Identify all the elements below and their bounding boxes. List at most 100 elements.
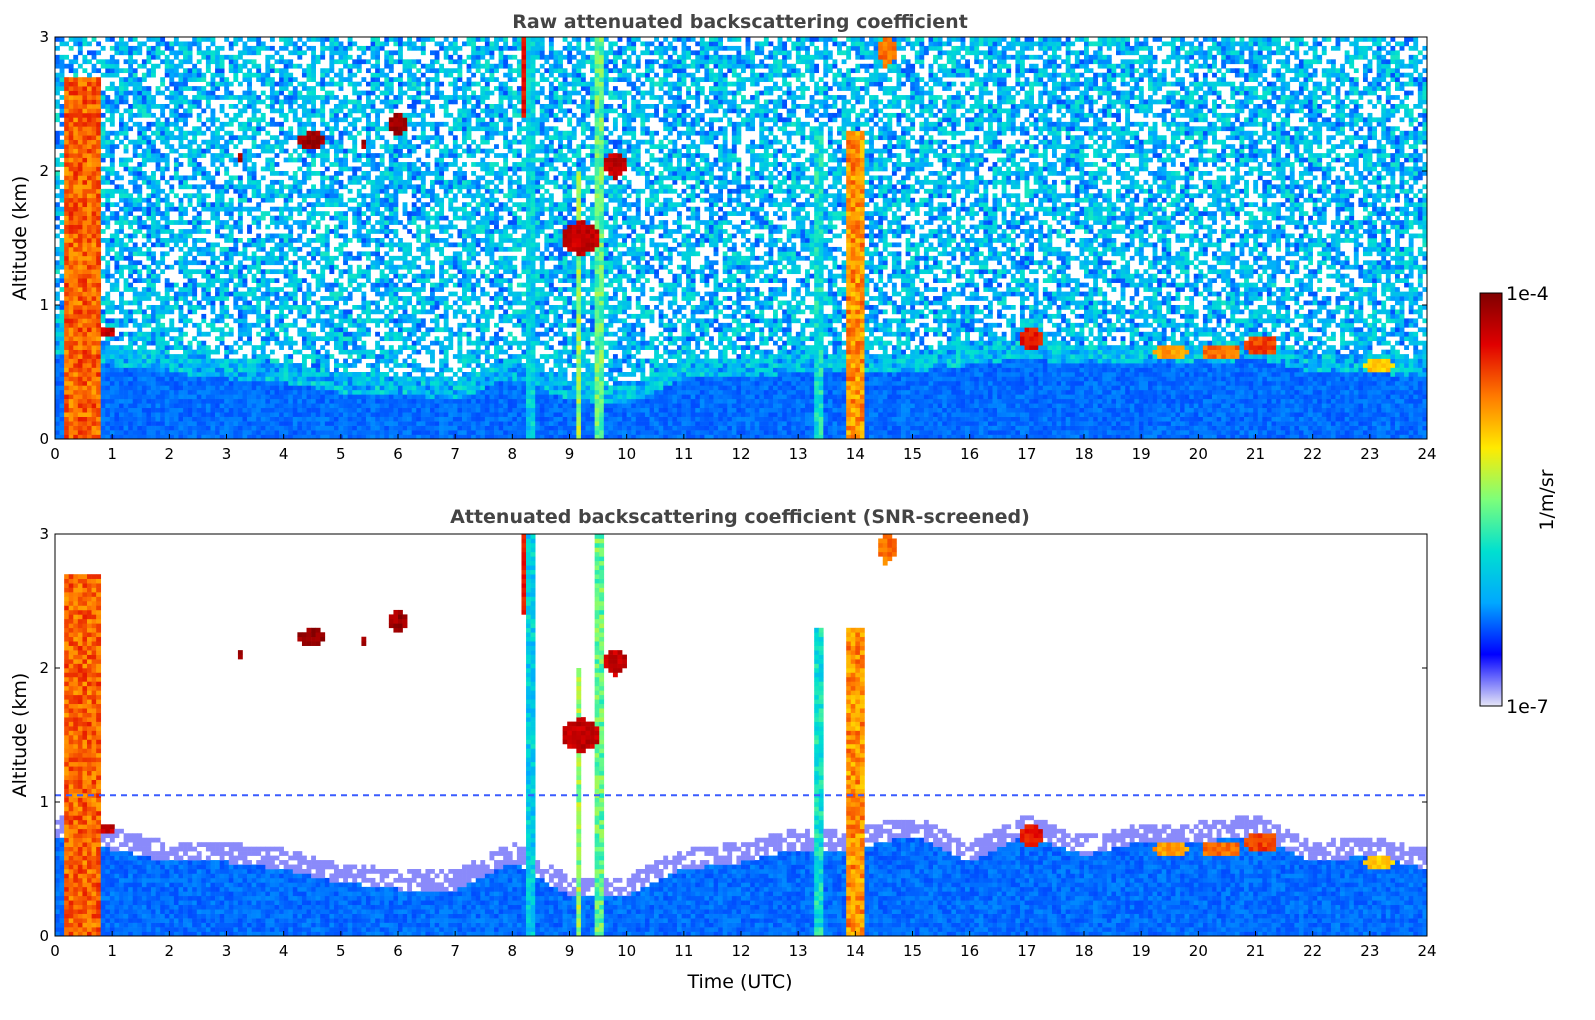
heatmap-cell: [311, 113, 316, 118]
heatmap-cell: [371, 46, 376, 51]
heatmap-cell: [293, 50, 298, 55]
heatmap-cell: [169, 41, 174, 46]
heatmap-cell: [320, 73, 325, 78]
heatmap-cell: [156, 336, 161, 341]
heatmap-cell: [311, 301, 316, 306]
heatmap-cell: [279, 216, 284, 221]
heatmap-cell: [192, 305, 197, 310]
heatmap-cell: [389, 162, 394, 167]
heatmap-cell: [256, 363, 261, 368]
heatmap-cell: [279, 417, 284, 422]
heatmap-cell: [343, 113, 348, 118]
heatmap-cell: [64, 189, 69, 194]
heatmap-cell: [220, 314, 225, 319]
heatmap-cell: [270, 135, 275, 140]
heatmap-cell: [87, 167, 92, 172]
heatmap-cell: [215, 426, 220, 431]
heatmap-cell: [261, 193, 266, 198]
heatmap-cell: [224, 269, 229, 274]
heatmap-cell: [384, 198, 389, 203]
heatmap-cell: [371, 390, 376, 395]
heatmap-cell: [252, 430, 257, 435]
heatmap-cell: [128, 180, 133, 185]
heatmap-cell: [124, 41, 129, 46]
heatmap-cell: [348, 309, 353, 314]
heatmap-cell: [325, 260, 330, 265]
heatmap-cell: [192, 426, 197, 431]
heatmap-cell: [329, 91, 334, 96]
heatmap-cell: [64, 390, 69, 395]
heatmap-cell: [110, 403, 115, 408]
heatmap-cell: [197, 260, 202, 265]
heatmap-cell: [398, 403, 403, 408]
heatmap-cell: [366, 104, 371, 109]
heatmap-cell: [64, 162, 69, 167]
heatmap-cell: [256, 256, 261, 261]
heatmap-cell: [105, 260, 110, 265]
heatmap-cell: [307, 368, 312, 373]
heatmap-cell: [178, 198, 183, 203]
heatmap-cell: [256, 385, 261, 390]
heatmap-cell: [371, 86, 376, 91]
heatmap-cell: [137, 269, 142, 274]
heatmap-cell: [142, 408, 147, 413]
heatmap-cell: [233, 238, 238, 243]
heatmap-cell: [275, 385, 280, 390]
heatmap-cell: [73, 184, 78, 189]
heatmap-cell: [142, 140, 147, 145]
heatmap-cell: [73, 426, 78, 431]
heatmap-cell: [339, 426, 344, 431]
heatmap-cell: [169, 68, 174, 73]
heatmap-cell: [188, 251, 193, 256]
heatmap-cell: [64, 426, 69, 431]
heatmap-cell: [224, 385, 229, 390]
heatmap-cell: [69, 167, 74, 172]
heatmap-cell: [224, 167, 229, 172]
heatmap-cell: [78, 104, 83, 109]
heatmap-cell: [389, 242, 394, 247]
heatmap-cell: [92, 220, 97, 225]
heatmap-cell: [252, 381, 257, 386]
heatmap-cell: [151, 68, 156, 73]
heatmap-cell: [348, 68, 353, 73]
heatmap-cell: [252, 363, 257, 368]
heatmap-cell: [188, 345, 193, 350]
heatmap-cell: [73, 171, 78, 176]
heatmap-cell: [384, 260, 389, 265]
heatmap-cell: [82, 274, 87, 279]
heatmap-cell: [60, 323, 65, 328]
heatmap-cell: [366, 153, 371, 158]
heatmap-cell: [60, 336, 65, 341]
heatmap-cell: [215, 318, 220, 323]
heatmap-cell: [160, 41, 165, 46]
heatmap-cell: [261, 77, 266, 82]
heatmap-cell: [119, 158, 124, 163]
heatmap-cell: [169, 390, 174, 395]
heatmap-cell: [137, 193, 142, 198]
heatmap-cell: [137, 323, 142, 328]
heatmap-cell: [142, 225, 147, 230]
heatmap-cell: [105, 417, 110, 422]
heatmap-cell: [279, 238, 284, 243]
heatmap-cell: [316, 385, 321, 390]
heatmap-cell: [169, 305, 174, 310]
heatmap-cell: [55, 82, 60, 87]
heatmap-cell: [119, 309, 124, 314]
heatmap-cell: [302, 363, 307, 368]
heatmap-cell: [110, 216, 115, 221]
heatmap-cell: [297, 117, 302, 122]
heatmap-cell: [82, 426, 87, 431]
heatmap-cell: [389, 153, 394, 158]
heatmap-cell: [160, 256, 165, 261]
heatmap-cell: [384, 140, 389, 145]
heatmap-cell: [366, 408, 371, 413]
heatmap-cell: [69, 399, 74, 404]
heatmap-cell: [192, 175, 197, 180]
heatmap-cell: [60, 309, 65, 314]
heatmap-cell: [87, 50, 92, 55]
heatmap-cell: [197, 91, 202, 96]
heatmap-cell: [339, 158, 344, 163]
heatmap-cell: [146, 95, 151, 100]
heatmap-cell: [151, 314, 156, 319]
heatmap-cell: [380, 158, 385, 163]
